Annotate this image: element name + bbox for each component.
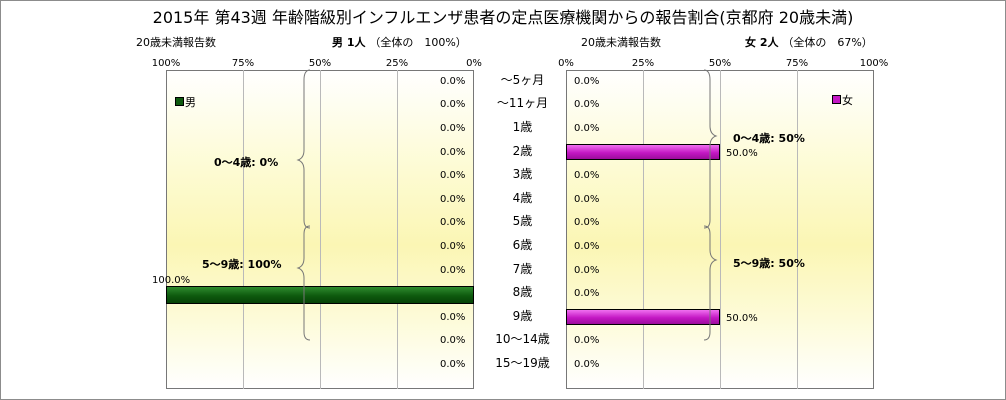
age-label: 4歳 (512, 190, 533, 205)
female-brace-0-4 (703, 69, 718, 229)
male-axis-tick: 0% (466, 58, 482, 69)
male-gridline (320, 70, 321, 389)
female-gridline (797, 70, 798, 389)
male-group-0-4: 0～4歳: 0% (214, 156, 279, 169)
age-label: 3歳 (512, 167, 533, 182)
female-value-label: 50.0% (726, 147, 758, 159)
age-label: 6歳 (512, 238, 533, 252)
male-bar (166, 286, 474, 305)
male-axis-tick: 25% (385, 58, 409, 69)
age-label: 8歳 (512, 285, 533, 300)
female-count: 2人 (759, 36, 779, 49)
female-axis-tick: 100% (859, 58, 889, 69)
male-gridline (243, 70, 244, 389)
male-brace-5-9 (296, 225, 311, 341)
female-share: （全体の 67%） (782, 36, 873, 49)
female-legend-swatch (832, 95, 841, 104)
age-label: 7歳 (512, 261, 533, 276)
male-gridline (397, 70, 398, 389)
male-legend-label: 男 (185, 96, 196, 109)
female-value-label: 0.0% (574, 335, 600, 347)
female-gridline (643, 70, 644, 389)
female-axis-tick: 50% (708, 58, 732, 69)
female-value-label: 0.0% (574, 170, 600, 182)
age-label: ～5ヶ月 (500, 72, 545, 87)
female-legend: 女 (832, 92, 853, 108)
male-value-label: 0.0% (440, 359, 466, 370)
male-value-label: 0.0% (440, 75, 466, 87)
male-value-label: 0.0% (440, 123, 466, 134)
male-sex-label: 男 (332, 36, 343, 49)
male-value-label: 0.0% (440, 264, 466, 276)
female-value-label: 0.0% (574, 193, 600, 205)
male-header: 男 1人 （全体の 100%） (332, 34, 467, 50)
male-value-label: 0.0% (440, 170, 466, 182)
male-count-label: 20歳未満報告数 (136, 36, 216, 49)
male-value-label: 0.0% (440, 217, 466, 229)
female-axis-tick: 25% (631, 58, 655, 69)
female-value-label: 0.0% (574, 99, 600, 111)
female-group-5-9: 5～9歳: 50% (733, 257, 805, 270)
female-group-0-4: 0～4歳: 50% (733, 132, 805, 145)
male-value-label: 0.0% (440, 335, 466, 347)
male-value-label: 100.0% (152, 275, 191, 287)
female-axis-tick: 75% (785, 58, 809, 69)
male-legend: 男 (175, 94, 196, 110)
female-bar (566, 308, 720, 325)
female-gridline (720, 70, 721, 389)
male-share: （全体の 100%） (369, 36, 467, 49)
male-value-label: 0.0% (440, 241, 466, 252)
male-group-5-9: 5～9歳: 100% (202, 258, 282, 271)
female-bar (566, 143, 720, 160)
male-count: 1人 (346, 36, 366, 49)
male-axis-tick: 100% (151, 58, 181, 69)
female-sex-label: 女 (745, 36, 756, 49)
male-value-label: 0.0% (440, 99, 466, 111)
female-axis-tick: 0% (558, 58, 574, 69)
male-axis-tick: 75% (231, 58, 255, 69)
female-value-label: 0.0% (574, 241, 600, 252)
female-count-label: 20歳未満報告数 (581, 36, 661, 49)
age-label: 1歳 (512, 120, 533, 134)
female-legend-label: 女 (842, 94, 853, 107)
male-brace-0-4 (296, 69, 311, 229)
male-legend-swatch (175, 97, 184, 106)
female-value-label: 0.0% (574, 75, 600, 87)
age-label: ～11ヶ月 (496, 96, 549, 111)
age-label: 5歳 (512, 214, 533, 229)
age-label: 2歳 (512, 143, 533, 158)
male-value-label: 0.0% (440, 146, 466, 158)
age-label: 10～14歳 (495, 332, 550, 347)
male-value-label: 0.0% (440, 193, 466, 205)
female-value-label: 0.0% (574, 288, 600, 300)
female-value-label: 0.0% (574, 359, 600, 370)
male-value-label: 0.0% (440, 311, 466, 323)
age-label: 15～19歳 (495, 356, 550, 370)
female-value-label: 0.0% (574, 123, 600, 134)
female-value-label: 50.0% (726, 312, 758, 324)
age-label: 9歳 (512, 308, 533, 323)
female-value-label: 0.0% (574, 217, 600, 229)
female-value-label: 0.0% (574, 264, 600, 276)
female-header: 女 2人 （全体の 67%） (745, 34, 873, 50)
male-axis-tick: 50% (308, 58, 332, 69)
female-brace-5-9 (703, 225, 718, 341)
chart-title: 2015年 第43週 年齢階級別インフルエンザ患者の定点医療機関からの報告割合(… (152, 8, 854, 27)
